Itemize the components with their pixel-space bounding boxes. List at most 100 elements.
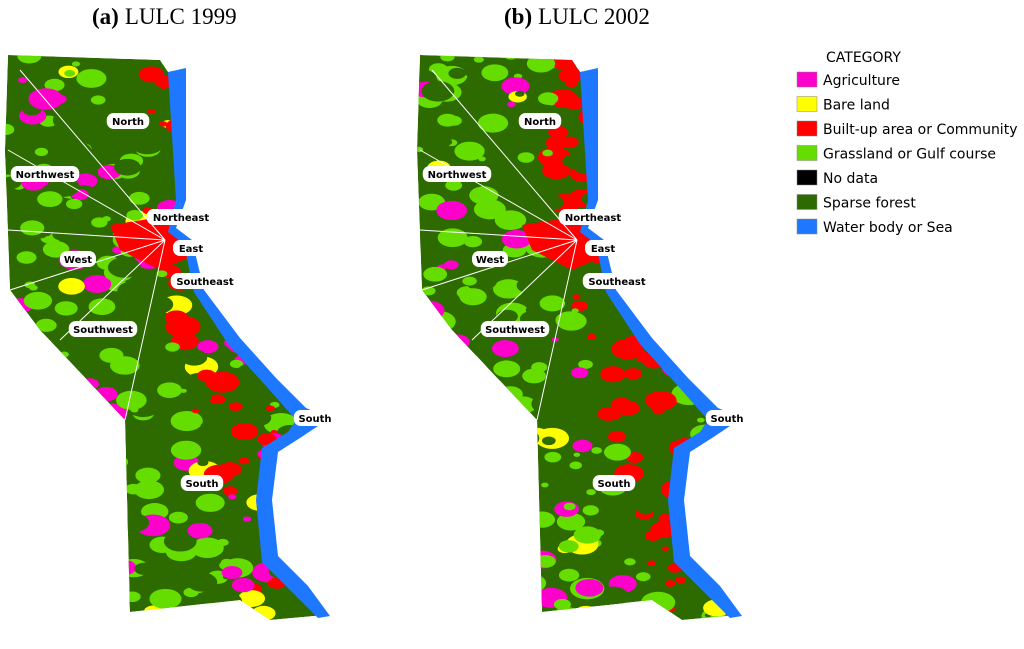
land-patch (44, 512, 63, 524)
land-patch (238, 590, 266, 607)
land-patch (159, 84, 168, 90)
land-patch (5, 591, 22, 610)
land-patch (464, 375, 488, 391)
land-patch (628, 92, 651, 107)
legend-swatch (796, 120, 818, 137)
land-patch (44, 479, 67, 494)
land-patch (245, 409, 272, 427)
land-patch (694, 273, 712, 285)
land-patch (214, 98, 247, 119)
land-patch (260, 303, 272, 311)
land-patch (298, 357, 323, 372)
land-patch (676, 145, 685, 151)
land-patch (64, 587, 98, 609)
land-patch (35, 318, 57, 332)
legend-swatch (796, 194, 818, 210)
land-patch (493, 360, 521, 378)
land-patch (306, 111, 325, 127)
land-patch (310, 163, 325, 179)
land-patch (304, 226, 325, 243)
land-patch (289, 535, 324, 558)
land-patch (728, 251, 736, 256)
land-patch (445, 180, 463, 191)
land-patch (417, 300, 445, 321)
land-patch (229, 126, 250, 139)
land-patch (552, 607, 581, 620)
land-patch (131, 134, 164, 155)
land-patch (486, 579, 521, 601)
land-patch (615, 400, 640, 416)
land-patch (441, 548, 471, 567)
land-patch (278, 182, 296, 194)
land-patch (157, 382, 183, 398)
land-patch (23, 291, 53, 310)
land-patch (27, 394, 56, 413)
land-patch (247, 157, 271, 173)
land-patch (701, 349, 736, 372)
land-patch (459, 288, 487, 306)
land-patch (463, 66, 482, 78)
land-patch (650, 521, 677, 538)
land-patch (679, 221, 700, 234)
land-patch (428, 608, 455, 620)
zone-label-box (582, 273, 652, 289)
land-patch (529, 338, 540, 346)
land-patch (541, 526, 565, 542)
land-patch (547, 164, 566, 177)
legend-label: No data (823, 171, 878, 187)
land-patch (456, 540, 488, 560)
land-patch (56, 498, 85, 516)
land-patch (620, 171, 632, 179)
land-patch (720, 147, 737, 159)
land-patch (435, 578, 460, 594)
land-patch (285, 499, 311, 515)
land-patch (473, 199, 506, 220)
land-patch (558, 540, 579, 553)
land-patch (700, 72, 729, 90)
land-patch (571, 367, 589, 379)
land-patch (501, 579, 517, 589)
land-patch (229, 359, 244, 369)
land-patch (658, 514, 672, 523)
land-patch (197, 340, 219, 354)
land-patch (538, 92, 559, 105)
land-patch (718, 260, 737, 275)
land-patch (493, 279, 524, 299)
land-patch (572, 439, 593, 453)
land-patch (675, 576, 687, 584)
land-patch (449, 400, 460, 407)
land-patch (595, 599, 630, 620)
land-patch (222, 486, 238, 496)
land-patch (237, 65, 253, 75)
land-patch (484, 498, 517, 519)
water-body (168, 68, 330, 618)
land-patch (159, 478, 170, 485)
land-patch (492, 542, 517, 557)
land-patch (18, 77, 28, 83)
land-patch (18, 274, 27, 280)
panel-title: (a) LULC 1999 (92, 4, 237, 29)
zone-label: Southwest (73, 325, 133, 336)
land-patch (286, 261, 304, 272)
zone-label-box (173, 240, 209, 256)
land-patch (713, 125, 729, 135)
land-patch (426, 457, 444, 469)
panel-title: (b) LULC 2002 (504, 4, 650, 29)
land-patch (448, 67, 467, 79)
land-patch (440, 55, 455, 62)
land-patch (242, 287, 257, 297)
land-patch (679, 180, 694, 190)
land-patch (442, 322, 452, 329)
land-patch (462, 276, 477, 286)
land-patch (105, 596, 134, 614)
land-patch (632, 202, 645, 211)
land-patch (499, 592, 507, 597)
land-patch (635, 572, 651, 582)
land-patch (454, 613, 470, 620)
land-patch (14, 475, 32, 487)
land-patch (200, 423, 208, 428)
land-patch (65, 198, 83, 210)
land-patch (88, 459, 110, 473)
land-patch (302, 446, 314, 454)
